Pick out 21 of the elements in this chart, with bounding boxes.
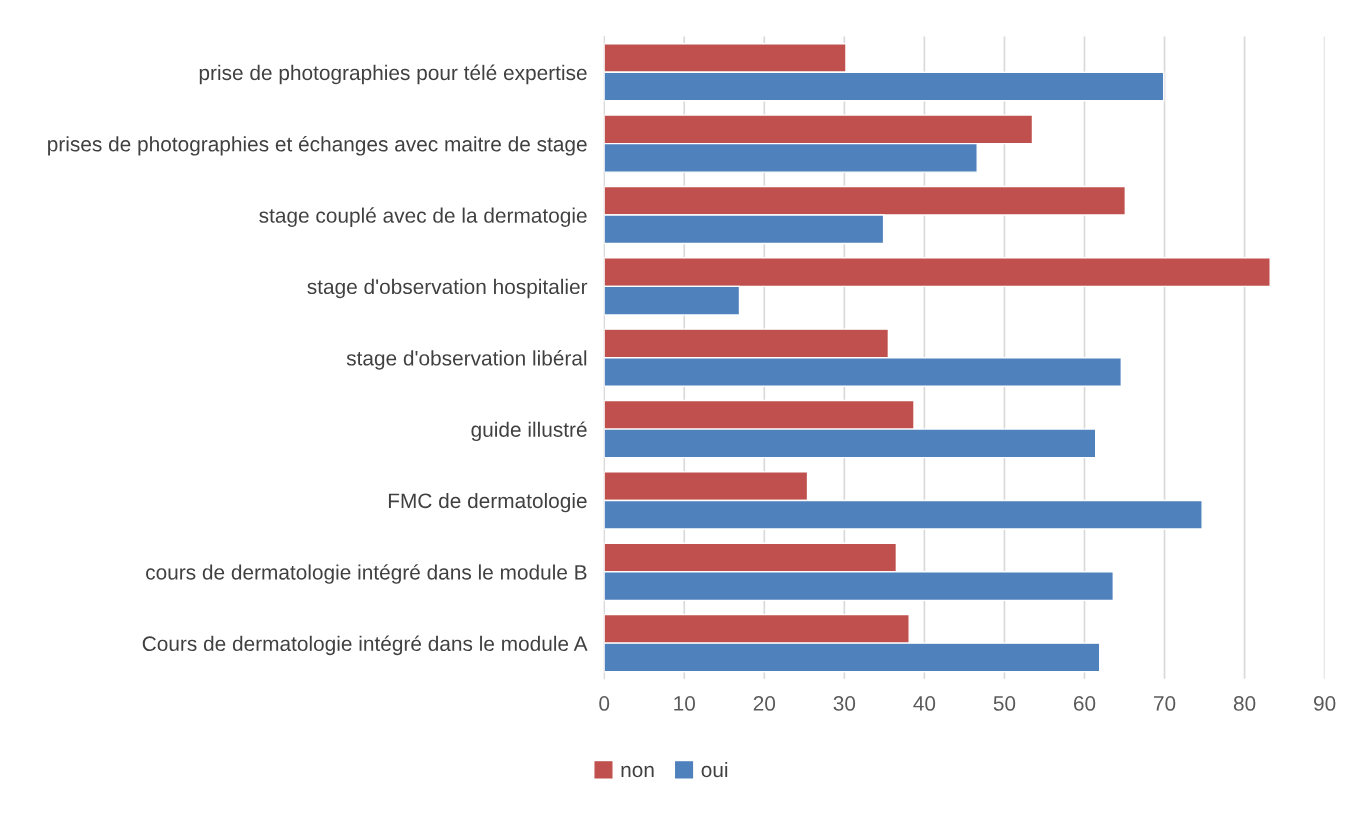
x-tick-label: 90 — [1314, 696, 1336, 711]
y-tick-label: stage couplé avec de la dermatogie — [259, 207, 587, 227]
x-tick-label: 0 — [599, 696, 610, 711]
y-tick-label: stage d'observation hospitalier — [307, 278, 588, 299]
y-tick-label: cours de dermatologie intégré dans le module B — [146, 564, 587, 584]
x-tick-label: 70 — [1154, 696, 1176, 711]
y-tick-label: Cours de dermatologie intégré dans le module A — [142, 635, 588, 656]
x-tick-label: 50 — [993, 696, 1016, 711]
y-tick-label: stage d'observation libéral — [346, 350, 587, 370]
x-tick-label: 10 — [674, 696, 696, 711]
y-tick-label: FMC de dermatologie — [388, 492, 587, 513]
y-tick-label: prises de photographies et échanges avec maitre de stage — [48, 135, 587, 156]
y-tick-label: guide illustré — [471, 421, 587, 442]
x-tick-label: 30 — [833, 696, 856, 711]
y-tick-label: prise de photographies pour télé expertise — [199, 64, 587, 85]
x-tick-label: 20 — [753, 696, 776, 711]
x-tick-label: 80 — [1233, 696, 1256, 711]
legend-label: oui — [701, 761, 728, 778]
legend-label: non — [621, 765, 654, 778]
x-tick-label: 60 — [1073, 696, 1096, 711]
x-tick-label: 40 — [913, 696, 936, 711]
